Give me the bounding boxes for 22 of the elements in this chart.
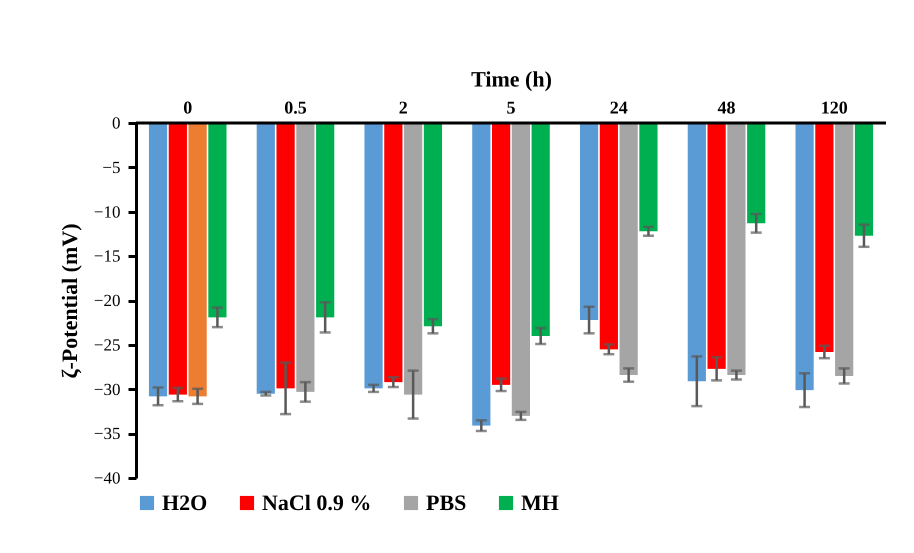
x-axis-title: Time (h) xyxy=(471,66,552,92)
y-tick-label: −15 xyxy=(94,246,120,266)
y-tick-label: −35 xyxy=(94,424,120,444)
y-tick-label: 0 xyxy=(112,114,120,132)
y-axis-title: ζ-Potential (mV) xyxy=(56,223,82,379)
legend-label: NaCl 0.9 % xyxy=(262,490,372,515)
x-tick-label: 0 xyxy=(183,98,192,118)
x-tick-label: 48 xyxy=(718,98,736,118)
y-tick-label: −10 xyxy=(94,202,120,222)
y-tick-label: −25 xyxy=(94,335,120,354)
x-tick-label: 5 xyxy=(506,98,516,118)
y-tick-label: −5 xyxy=(102,158,120,177)
legend-label: PBS xyxy=(426,490,466,515)
y-tick-label: −40 xyxy=(94,468,120,488)
x-tick-label: 24 xyxy=(610,98,628,118)
x-tick-label: 2 xyxy=(398,98,408,118)
x-tick-label: 120 xyxy=(820,98,848,118)
legend-label: H2O xyxy=(162,490,208,515)
x-tick-label: 0.5 xyxy=(284,98,307,118)
y-tick-label: −30 xyxy=(94,380,120,399)
y-tick-label: −20 xyxy=(94,291,120,310)
legend-label: MH xyxy=(521,490,559,515)
